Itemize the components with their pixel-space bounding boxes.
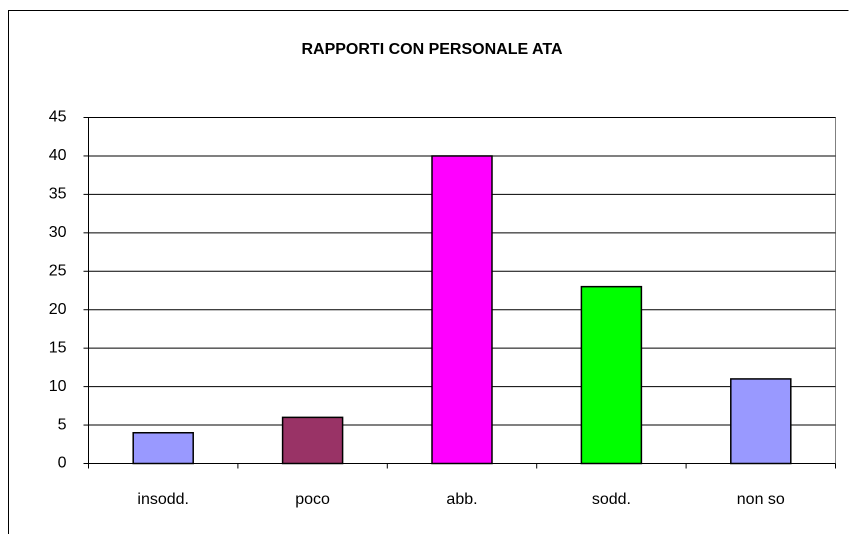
bar xyxy=(730,378,792,465)
y-tick-label: 40 xyxy=(49,147,67,164)
y-tick-label: 30 xyxy=(49,224,67,241)
y-tick-label: 5 xyxy=(58,416,67,433)
bar xyxy=(431,155,493,465)
chart-title: RAPPORTI CON PERSONALE ATA xyxy=(301,41,562,58)
y-tick-label: 0 xyxy=(58,455,67,472)
x-tick-label: non so xyxy=(737,491,785,508)
y-tick-label: 20 xyxy=(49,301,67,318)
frame xyxy=(8,10,849,534)
bar xyxy=(580,285,643,465)
y-tick-label: 35 xyxy=(49,186,67,203)
x-tick-label: insodd. xyxy=(137,491,189,508)
x-tick-label: sodd. xyxy=(592,491,631,508)
x-tick-label: abb. xyxy=(446,491,477,508)
bar xyxy=(132,431,194,465)
y-tick-label: 15 xyxy=(49,339,67,356)
x-tick-label: poco xyxy=(295,491,330,508)
y-tick-label: 45 xyxy=(49,109,67,126)
bar xyxy=(281,416,344,465)
y-tick-label: 25 xyxy=(49,262,67,279)
y-tick-label: 10 xyxy=(49,378,67,395)
